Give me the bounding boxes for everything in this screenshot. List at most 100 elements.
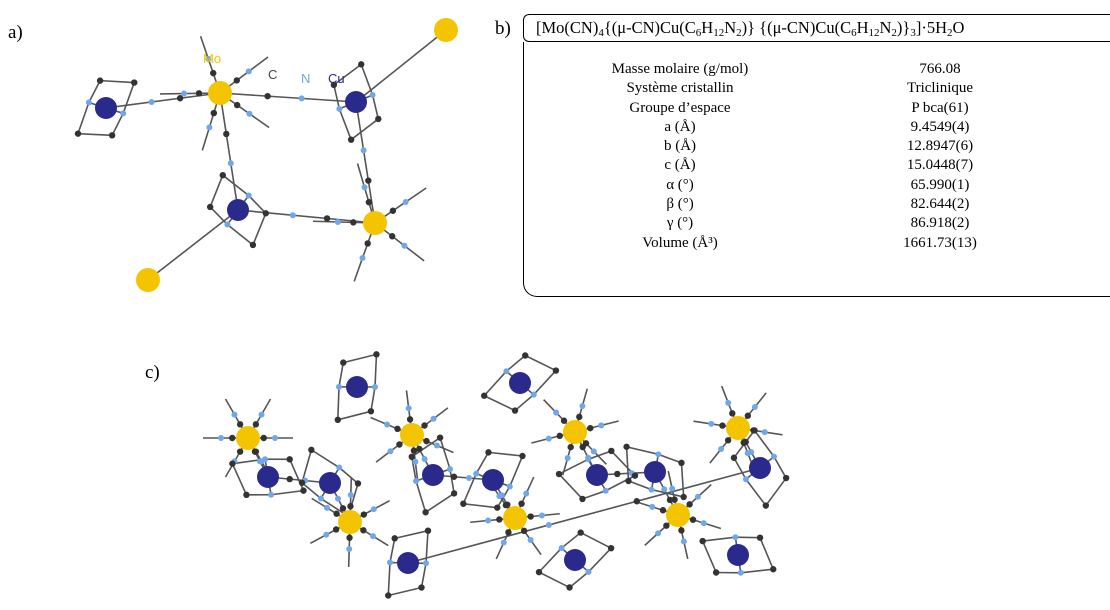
n-atom [648, 486, 655, 493]
n-atom [370, 506, 377, 513]
n-atom [498, 492, 505, 499]
c-atom [360, 511, 368, 518]
n-atom [421, 456, 428, 462]
bond [337, 386, 340, 420]
atom-label-cu: Cu [328, 71, 345, 86]
property-label: γ (°) [666, 215, 694, 232]
n-atom [387, 559, 394, 566]
bond [410, 456, 417, 482]
bond [533, 370, 557, 396]
cu-atom [482, 469, 504, 491]
bond [350, 118, 379, 141]
bond [483, 395, 516, 412]
n-atom [553, 409, 560, 416]
c-atom [388, 233, 396, 240]
structure-a-atoms [74, 18, 458, 292]
c-atom [504, 501, 511, 508]
c-atom [782, 474, 790, 482]
bond [338, 362, 345, 387]
formula-subscript: 2 [736, 27, 742, 39]
n-atom [258, 411, 265, 418]
c-atom [614, 470, 621, 478]
bond [374, 354, 378, 388]
bond [209, 206, 228, 226]
n-atom [231, 411, 238, 418]
n-atom [564, 454, 571, 461]
bond [252, 212, 267, 246]
n-atom [289, 212, 296, 219]
property-value: 766.08 [919, 61, 961, 77]
c-atom [360, 527, 367, 534]
bond [439, 437, 451, 470]
c-atom [659, 507, 667, 514]
n-atom [602, 487, 609, 494]
c-atom [323, 215, 331, 222]
n-atom [530, 391, 537, 398]
bond [626, 446, 659, 456]
table-row: Système cristallin Triclinique [560, 79, 1080, 98]
n-atom [761, 429, 768, 436]
bond [111, 112, 124, 136]
n-atom [205, 55, 212, 62]
c-atom [625, 477, 632, 485]
n-atom [298, 95, 305, 102]
c-atom [74, 130, 82, 137]
bond [773, 456, 787, 479]
bond [701, 540, 717, 573]
formula-subscript: 4 [598, 27, 604, 39]
formula-part: )} [896, 18, 911, 37]
property-label: a (Å) [664, 118, 696, 135]
bond [524, 354, 557, 372]
c-atom [729, 410, 736, 417]
c-atom [756, 534, 764, 541]
c-atom [494, 504, 501, 511]
n-atom [558, 545, 565, 552]
c-atom [552, 367, 560, 374]
n-atom [227, 160, 234, 167]
bond [248, 194, 267, 214]
bond [680, 462, 685, 498]
bond [338, 466, 359, 485]
bond [561, 531, 582, 549]
n-atom [748, 449, 755, 455]
property-label: Volume (Å³) [642, 234, 718, 251]
n-atom [742, 476, 749, 483]
n-atom [506, 483, 513, 490]
formula-subscript: 6 [695, 27, 702, 39]
bond [337, 410, 372, 421]
bond [407, 467, 761, 564]
c-atom [556, 432, 563, 440]
c-atom [566, 584, 573, 591]
c-atom [742, 438, 749, 446]
cu-atom [95, 97, 117, 119]
c-atom [579, 443, 586, 451]
bond [514, 393, 535, 412]
bond [702, 536, 736, 542]
bond [333, 84, 341, 110]
c-atom [365, 177, 372, 184]
panel-label-c: c) [145, 362, 160, 383]
mo-atom [338, 510, 362, 534]
cu-atom [422, 464, 444, 486]
c-atom [373, 351, 380, 358]
c-atom [608, 447, 615, 455]
bond [587, 450, 612, 461]
mo-atom [726, 416, 750, 440]
n-atom [700, 520, 707, 527]
bond [765, 477, 787, 507]
n-atom [120, 110, 127, 117]
bond [658, 453, 682, 464]
c-atom [680, 493, 687, 501]
formula-part: H [701, 18, 714, 37]
cu-atom [257, 466, 279, 488]
c-atom [367, 408, 375, 415]
formula-subscript: 12 [868, 27, 880, 39]
c-atom [576, 413, 583, 421]
c-atom [719, 422, 726, 429]
mo-atom [563, 420, 587, 444]
bond [231, 463, 248, 496]
table-row: Volume (Å³) 1661.73(13) [560, 234, 1080, 253]
c-atom [229, 434, 236, 442]
bond [77, 102, 90, 134]
mo-atom [666, 503, 690, 527]
